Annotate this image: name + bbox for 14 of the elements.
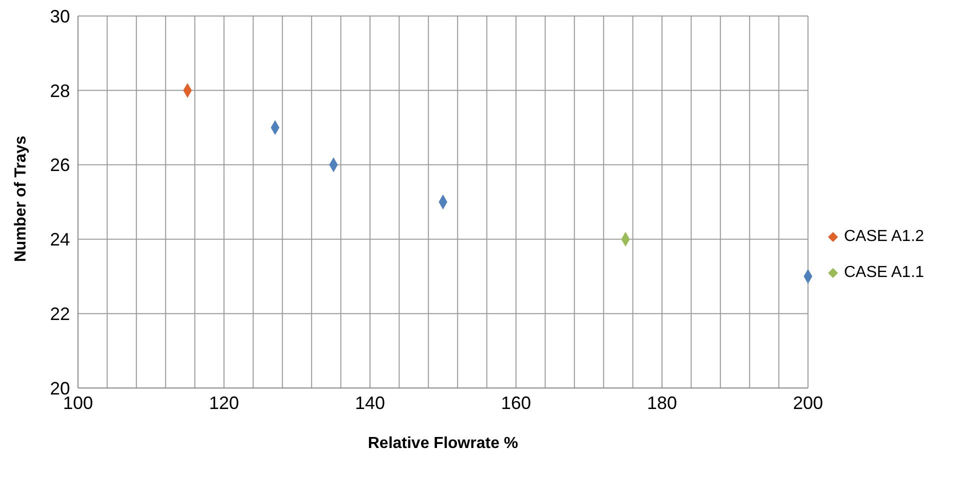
y-axis-title: Number of Trays xyxy=(12,136,30,262)
legend-label: CASE A1.2 xyxy=(844,228,924,246)
y-tick-label: 30 xyxy=(50,6,70,26)
x-tick-label: 140 xyxy=(354,392,386,413)
x-axis-title: Relative Flowrate % xyxy=(368,435,518,452)
y-tick-label: 26 xyxy=(50,155,70,176)
y-tick-label: 24 xyxy=(50,230,70,250)
x-tick-label: 180 xyxy=(646,392,678,413)
y-tick-label: 28 xyxy=(50,80,70,101)
x-tick-label: 200 xyxy=(792,392,824,413)
y-tick-label: 22 xyxy=(50,304,70,324)
x-tick-label: 160 xyxy=(500,392,532,413)
x-tick-label: 120 xyxy=(208,392,240,413)
legend-label: CASE A1.1 xyxy=(844,264,924,282)
